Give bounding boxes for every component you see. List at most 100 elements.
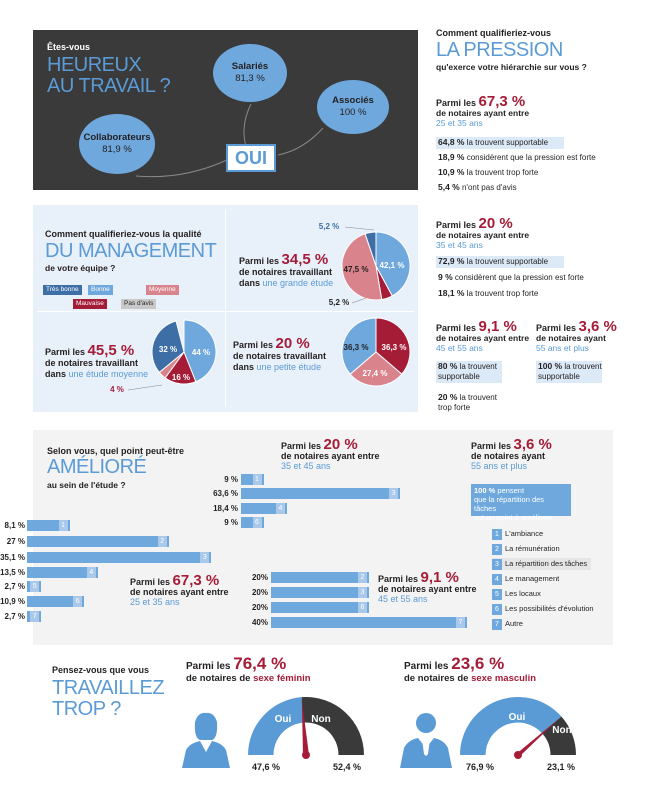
mgmt-group-3: Parmi les 20 % de notaires travaillant d… (233, 335, 327, 373)
leader-line (127, 384, 163, 391)
group-desc: de notaires ayant entre (281, 451, 380, 461)
female-gauge-oui-label: Oui (275, 714, 292, 725)
legend-bonne: Bonne (88, 285, 113, 295)
row-text: n'ont pas d'avis (461, 183, 517, 192)
group-prefix: Parmi les (378, 574, 421, 584)
bar-label: 2,7 % (4, 612, 25, 621)
male-person-icon (400, 713, 452, 768)
mgmt-q1: Comment qualifieriez-vous la qualité (45, 229, 202, 239)
group-pct: 67,3 % (478, 93, 526, 110)
bar-g1: 7 (27, 611, 42, 622)
balloon-label: Associés (332, 95, 374, 107)
mgmt-q3: de votre équipe ? (45, 263, 116, 273)
note-text: que la répartition des tâches (474, 495, 545, 513)
balloon-value: 81,3 % (235, 73, 265, 84)
group-prefix: Parmi les (436, 323, 479, 333)
group-pct: 45,5 % (87, 342, 135, 359)
pressure-group-3: Parmi les 9,1 % de notaires ayant entre … (436, 318, 529, 353)
male-gauge-oui-label: Oui (509, 712, 526, 723)
pie-label: 32 % (159, 345, 177, 354)
female-person-icon (182, 712, 230, 768)
legend-number: 5 (492, 589, 502, 600)
pie-label: 5,2 % (329, 298, 349, 307)
male-gauge-needle-hub (514, 751, 522, 759)
bar-label: 27 % (6, 537, 25, 546)
female-gauge-non-label: Non (311, 714, 330, 725)
pressure-row: 5,4 % n'ont pas d'avis (438, 182, 517, 193)
legend-number: 1 (492, 529, 502, 540)
group-pct: 34,5 % (281, 251, 329, 268)
pie-slice-moyenne (349, 351, 403, 387)
group-desc: de notaires ayant (536, 333, 606, 343)
row-value: 5,4 % (438, 182, 460, 192)
male-non-value: 23,1 % (547, 762, 576, 772)
divider (225, 209, 226, 407)
pressure-q1: Comment qualifieriez-vous (436, 28, 552, 38)
group-age: 55 ans et plus (471, 461, 528, 471)
bar-label: 63,6 % (213, 489, 238, 498)
group-size: une étude moyenne (68, 369, 149, 379)
group-pct: 3,6 % (513, 436, 552, 453)
legend-mauvaise: Mauvaise (73, 299, 107, 309)
happy-q1: Êtes-vous (47, 42, 91, 52)
group-sex: sexe féminin (253, 673, 311, 684)
legend-number: 3 (492, 559, 502, 570)
male-gauge-needle (515, 718, 560, 755)
note-value: 100 % (474, 486, 496, 495)
bar-g1: 1 (27, 520, 70, 531)
group-desc: dans (45, 369, 69, 379)
legend-item: 2 La rémunération (492, 543, 560, 555)
legend-text: L'ambiance (505, 529, 544, 538)
group-prefix: Parmi les (233, 340, 276, 350)
legend-text: La rémunération (505, 544, 560, 553)
bar-label: 9 % (224, 475, 238, 484)
legend-number: 2 (492, 544, 502, 555)
balloon-associes: Associés 100 % (317, 80, 389, 134)
group-prefix: Parmi les (536, 323, 579, 333)
group-age: 35 et 45 ans (281, 461, 331, 471)
bar-number: 2 (358, 572, 367, 583)
impr-q1: Selon vous, quel point peut-être (47, 446, 185, 456)
group-desc: de notaires travaillant (233, 351, 327, 361)
pressure-row: 18,1 % la trouvent trop forte (438, 288, 538, 299)
mgmt-q2: DU MANAGEMENT (45, 240, 217, 262)
group-pct: 3,6 % (578, 318, 617, 335)
row-text: trop forte (438, 403, 471, 412)
group-age: 35 et 45 ans (436, 240, 483, 250)
group-prefix: Parmi les (436, 98, 479, 108)
leader-line (351, 297, 367, 304)
group-desc: de notaires travaillant (45, 358, 139, 368)
bar-number: 4 (86, 567, 96, 578)
legend-number: 7 (492, 619, 502, 630)
group-sex: sexe masculin (471, 673, 537, 684)
mgmt-group-2: Parmi les 45,5 % de notaires travaillant… (45, 342, 149, 380)
row-text: la trouvent trop forte (466, 289, 539, 298)
work-male-title: Parmi les 23,6 % de notaires de sexe mas… (404, 655, 537, 685)
pie-label: 27,4 % (363, 369, 388, 378)
female-gauge-non-arc (301, 697, 364, 755)
balloon-label: Collaborateurs (83, 132, 151, 144)
bar-g2: 3 (241, 488, 400, 499)
pressure-row: 18,9 % considèrent que la pression est f… (438, 152, 596, 163)
pressure-row: 20 % la trouvent trop forte (438, 392, 497, 413)
group-desc: de notaires ayant entre (436, 108, 530, 118)
happy-q3: AU TRAVAIL ? (47, 75, 171, 97)
legend-text: Les locaux (505, 589, 541, 598)
mgmt-group-1: Parmi les 34,5 % de notaires travaillant… (239, 251, 333, 289)
balloon-collaborateurs: Collaborateurs 81,9 % (79, 114, 155, 174)
group-pct: 20 % (323, 436, 358, 453)
pie-label: 36,3 % (382, 343, 407, 352)
bar-label: 20% (251, 603, 268, 612)
bar-g2: 1 (241, 474, 264, 485)
row-value: 18,9 % (438, 152, 465, 162)
balloon-value: 81,9 % (102, 144, 132, 155)
bar-label: 40% (251, 618, 268, 627)
bar-number: 3 (389, 488, 398, 499)
bar-number: 7 (456, 617, 465, 628)
bar-g1: 5 (27, 581, 42, 592)
group-pct: 20 % (275, 335, 310, 352)
pressure-row: 72,9 % la trouvent supportable (436, 256, 564, 268)
row-text: considèrent que la pression est forte (454, 273, 584, 282)
bar-number: 2 (157, 536, 167, 547)
bar-g1: 4 (27, 567, 98, 578)
